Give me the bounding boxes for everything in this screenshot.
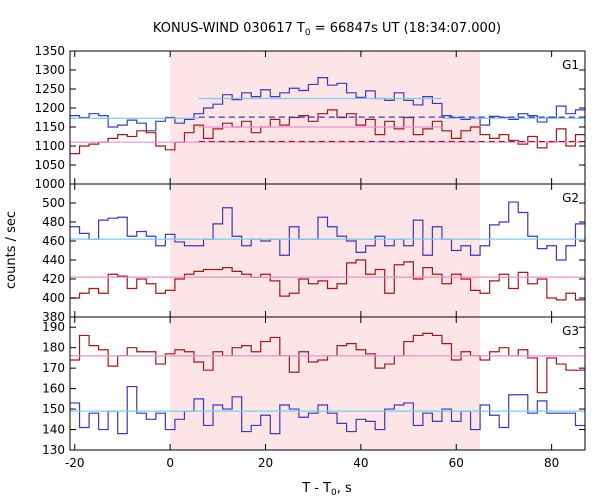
y-tick-label: 500 <box>42 196 65 210</box>
x-tick-label: 20 <box>258 456 273 470</box>
y-tick-label: 130 <box>42 443 65 457</box>
chart-title-rest: = 66847s UT (18:34:07.000) <box>311 21 501 36</box>
y-tick-label: 1100 <box>34 139 65 153</box>
y-tick-label: 140 <box>42 423 65 437</box>
y-tick-label: 1000 <box>34 177 65 191</box>
y-tick-label: 400 <box>42 291 65 305</box>
y-axis-label: counts / sec <box>4 211 19 289</box>
y-tick-label: 160 <box>42 382 65 396</box>
series-red-step-line <box>70 109 585 155</box>
panel-label: G2 <box>562 191 579 205</box>
y-tick-label: 190 <box>42 320 65 334</box>
y-tick-label: 480 <box>42 215 65 229</box>
x-tick-label: 0 <box>166 456 174 470</box>
series-red-step-line <box>70 259 585 301</box>
panel-g1: 1000 1050 1100 1150 1200 1250 1300 1350 G1 <box>34 44 586 191</box>
x-tick-label: 60 <box>449 456 464 470</box>
x-axis-label-main: T - T <box>301 481 331 496</box>
y-tick-label: 380 <box>42 310 65 324</box>
panel-g2: 380 400 420 440 460 480 500 G2 <box>42 183 586 324</box>
y-tick-label: 1200 <box>34 101 65 115</box>
panel-label: G3 <box>562 324 579 338</box>
y-tick-label: 440 <box>42 253 65 267</box>
y-tick-label: 420 <box>42 272 65 286</box>
y-tick-label: 1150 <box>34 120 65 134</box>
chart-title-main: KONUS-WIND 030617 T <box>153 21 305 36</box>
x-axis-label: T - T0, s <box>301 481 352 498</box>
y-tick-label: 1050 <box>34 158 65 172</box>
x-axis-label-subscript: 0 <box>331 488 337 498</box>
y-tick-label: 1250 <box>34 82 65 96</box>
panel-frame <box>69 316 586 451</box>
chart-title: KONUS-WIND 030617 T0 = 66847s UT (18:34:… <box>153 21 501 38</box>
plot-area: 10001050110011501200125013001350G1380400… <box>34 44 586 470</box>
x-tick-label: 40 <box>353 456 368 470</box>
panel-plot-content <box>70 317 585 450</box>
panel-plot-content <box>70 184 585 317</box>
y-tick-label: 1350 <box>34 44 65 58</box>
chart-title-subscript: 0 <box>305 28 311 38</box>
x-tick-label: -20 <box>65 456 85 470</box>
highlight-interval <box>170 184 481 317</box>
y-tick-label: 170 <box>42 361 65 375</box>
series-blue-step-line <box>70 201 585 261</box>
x-axis-label-rest: , s <box>337 481 352 496</box>
y-tick-label: 460 <box>42 234 65 248</box>
y-tick-label: 150 <box>42 402 65 416</box>
panel-label: G1 <box>562 58 579 72</box>
panel-g3: 130 140 150 160 170 180 190 G3 <box>42 316 586 457</box>
highlight-interval <box>170 317 481 450</box>
x-tick-label: 80 <box>544 456 559 470</box>
panel-plot-content <box>70 51 585 184</box>
y-tick-label: 180 <box>42 341 65 355</box>
y-tick-label: 1300 <box>34 63 65 77</box>
series-blue-step-line <box>70 385 585 435</box>
